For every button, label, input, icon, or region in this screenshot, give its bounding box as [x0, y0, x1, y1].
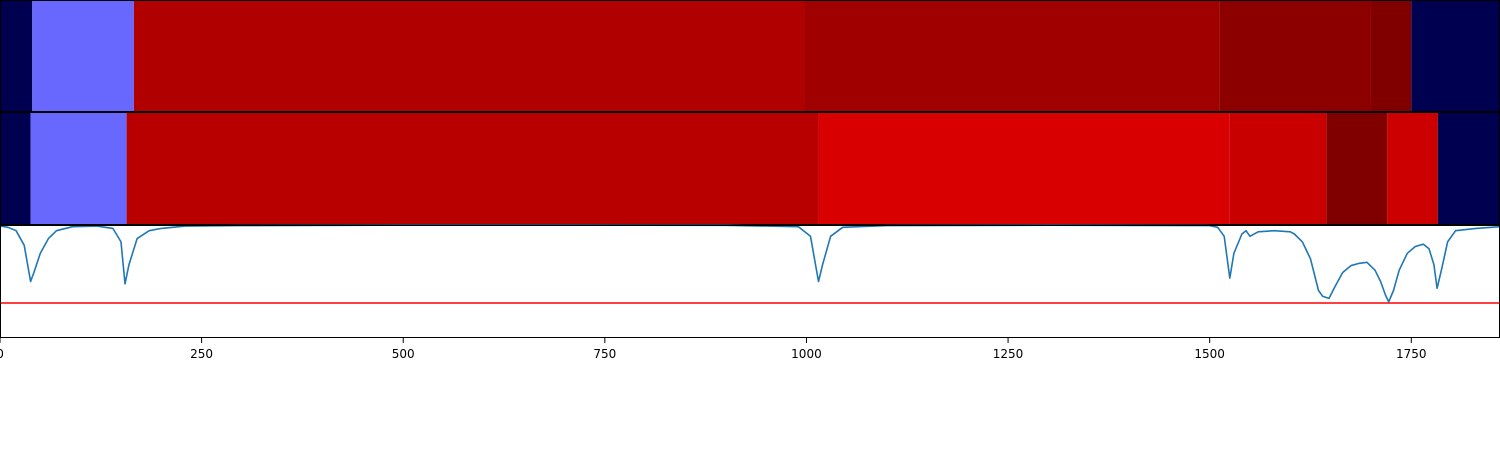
strip-1-segment-3 — [133, 0, 805, 112]
x-tick-label-1250: 1250 — [993, 347, 1024, 361]
strip-1-segment-1 — [0, 0, 33, 112]
heatmap-strip-2 — [0, 112, 1500, 225]
strip-2-segment-7 — [1387, 112, 1438, 225]
strip-2-segment-1 — [0, 112, 31, 225]
strip-2-segment-6 — [1326, 112, 1388, 225]
x-tick-label-1000: 1000 — [791, 347, 822, 361]
x-tick-label-250: 250 — [190, 347, 213, 361]
x-tick-label-500: 500 — [392, 347, 415, 361]
strip-1-segment-6 — [1370, 0, 1412, 112]
x-tick-label-0: 0 — [0, 347, 4, 361]
x-tick-label-750: 750 — [593, 347, 616, 361]
strip-1-segment-4 — [804, 0, 1220, 112]
x-tick-label-1750: 1750 — [1396, 347, 1427, 361]
strip-1-segment-5 — [1219, 0, 1371, 112]
strip-2-segment-5 — [1229, 112, 1327, 225]
line-plot-panel — [0, 224, 1500, 338]
strip-1-segment-2 — [32, 0, 134, 112]
strip-2-segment-2 — [30, 112, 127, 225]
strip-2-segment-3 — [126, 112, 819, 225]
strip-2-segment-4 — [818, 112, 1230, 225]
strip-2-segment-8 — [1437, 112, 1500, 225]
x-axis: 0 250 500 750 1000 1250 1500 1750 — [0, 338, 1427, 361]
x-tick-label-1500: 1500 — [1194, 347, 1225, 361]
series-line — [0, 224, 1500, 303]
line-panel-background — [0, 225, 1500, 338]
strip-1-segment-7 — [1411, 0, 1500, 112]
heatmap-strip-1 — [0, 0, 1500, 112]
